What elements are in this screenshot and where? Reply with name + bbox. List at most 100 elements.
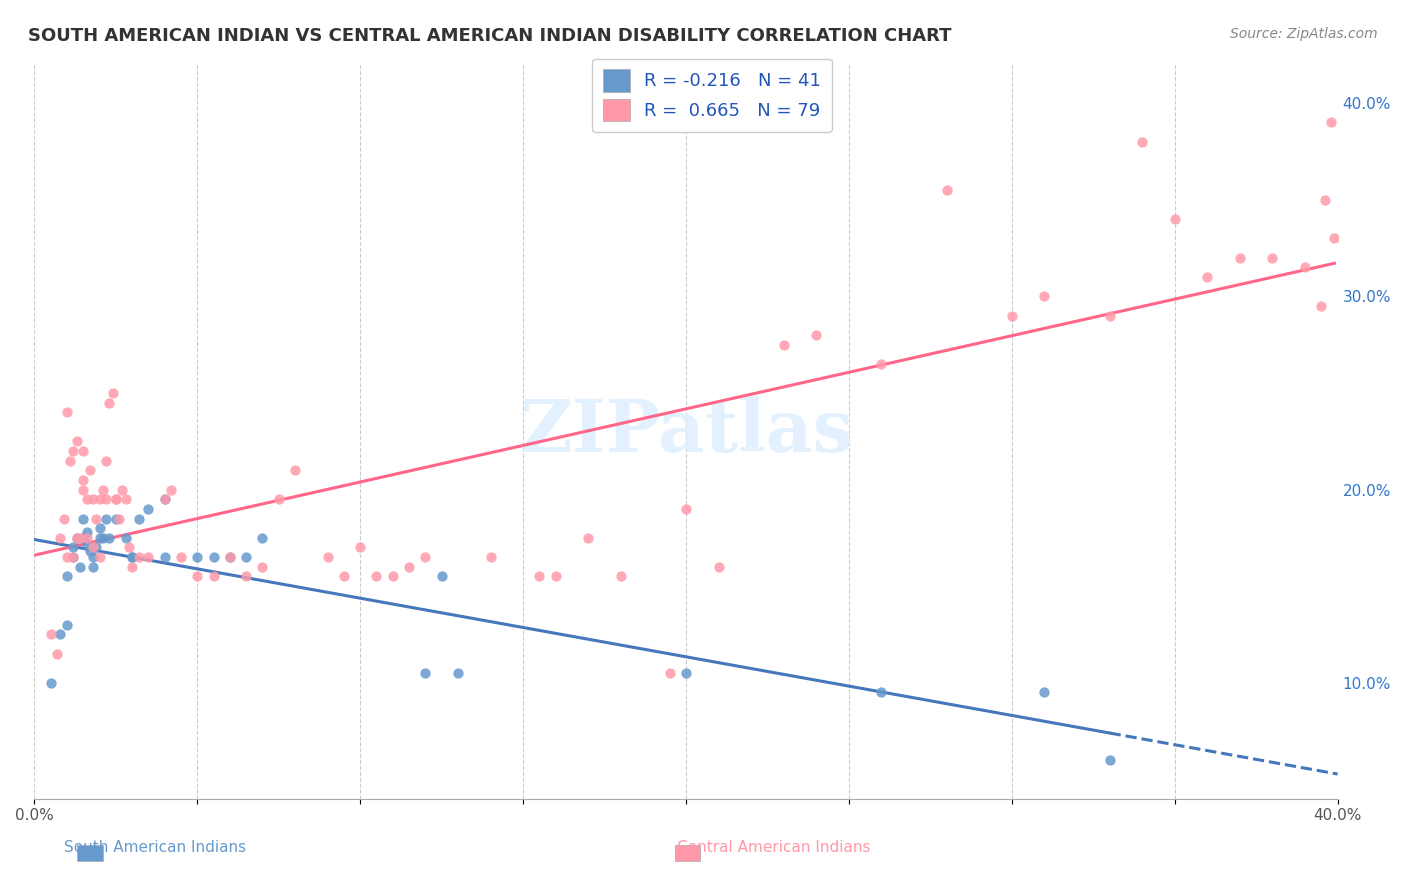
Point (202, 550, 225, 565)
Point (39, 675, 62, 690)
Point (576, 531, 599, 545)
Point (1313, 193, 1336, 207)
Text: ZIPatlas: ZIPatlas (519, 396, 853, 467)
Point (76, 492, 98, 507)
Point (415, 550, 437, 565)
Point (218, 550, 240, 565)
Point (316, 550, 339, 565)
Point (89, 521, 111, 535)
Point (202, 569, 225, 583)
Point (121, 559, 143, 574)
Point (59, 453, 82, 467)
Point (252, 559, 274, 574)
Point (675, 501, 697, 516)
Point (806, 327, 828, 342)
Point (333, 569, 356, 583)
Point (111, 483, 134, 497)
Point (1320, 115, 1343, 129)
Point (56, 405, 79, 419)
Point (1294, 260, 1316, 275)
Point (82, 541, 104, 555)
Point (1098, 309, 1121, 323)
Point (529, 569, 551, 583)
Point (121, 550, 143, 565)
Point (72, 483, 94, 497)
Point (79, 544, 101, 558)
Point (46, 647, 69, 661)
Point (935, 183, 957, 197)
Point (118, 541, 141, 555)
Point (62, 443, 84, 458)
Point (170, 550, 193, 565)
Point (66, 434, 89, 449)
Point (447, 666, 470, 681)
Point (56, 617, 79, 632)
Point (430, 569, 453, 583)
Point (398, 559, 420, 574)
Point (479, 550, 502, 565)
Legend: R = -0.216   N = 41, R =  0.665   N = 79: R = -0.216 N = 41, R = 0.665 N = 79 (592, 59, 832, 132)
Point (82, 492, 104, 507)
Point (138, 550, 160, 565)
Point (94, 511, 117, 525)
Point (1130, 135, 1153, 149)
Point (98, 395, 121, 409)
Point (104, 492, 127, 507)
Point (267, 492, 290, 507)
Point (707, 559, 730, 574)
Point (76, 524, 98, 539)
Point (1197, 269, 1219, 284)
Point (76, 536, 98, 550)
Point (381, 569, 404, 583)
Point (153, 550, 176, 565)
Point (89, 550, 111, 565)
Point (104, 492, 127, 507)
Point (91, 531, 114, 545)
Point (72, 531, 94, 545)
Point (104, 511, 127, 525)
Point (153, 492, 176, 507)
Point (114, 492, 136, 507)
Point (675, 666, 697, 681)
Point (79, 463, 101, 477)
Point (252, 531, 274, 545)
Point (91, 483, 114, 497)
Point (69, 531, 91, 545)
Point (349, 541, 371, 555)
Point (52, 511, 75, 525)
Point (114, 531, 136, 545)
Point (415, 666, 437, 681)
Point (870, 685, 893, 699)
Point (366, 569, 388, 583)
Point (1033, 685, 1056, 699)
Point (49, 531, 72, 545)
Point (72, 511, 94, 525)
Point (128, 511, 150, 525)
Point (89, 531, 111, 545)
Point (62, 541, 84, 555)
Point (108, 511, 131, 525)
Point (82, 550, 104, 565)
Point (160, 483, 183, 497)
Point (1164, 211, 1187, 226)
Point (72, 443, 94, 458)
Point (218, 550, 240, 565)
Point (870, 357, 893, 371)
Point (72, 473, 94, 487)
Point (1229, 251, 1251, 265)
Point (98, 531, 121, 545)
Point (138, 501, 160, 516)
Point (94, 492, 117, 507)
Point (544, 569, 567, 583)
Point (284, 463, 307, 477)
Point (658, 666, 681, 681)
Point (101, 385, 124, 400)
Point (128, 550, 150, 565)
Point (610, 569, 633, 583)
Text: SOUTH AMERICAN INDIAN VS CENTRAL AMERICAN INDIAN DISABILITY CORRELATION CHART: SOUTH AMERICAN INDIAN VS CENTRAL AMERICA… (28, 27, 952, 45)
Point (1033, 289, 1056, 303)
Point (1261, 251, 1284, 265)
Point (69, 559, 91, 574)
Text: Source: ZipAtlas.com: Source: ZipAtlas.com (1230, 27, 1378, 41)
Point (66, 531, 89, 545)
